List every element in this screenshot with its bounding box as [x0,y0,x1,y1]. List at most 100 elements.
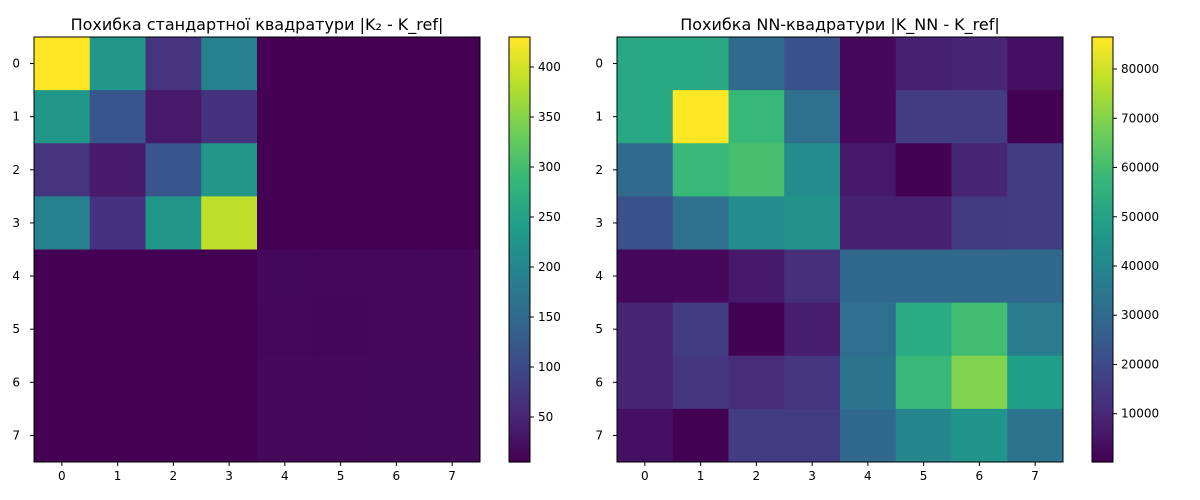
colorbar-segment [1092,256,1113,261]
colorbar-segment [509,426,530,431]
x-tick-label: 1 [114,469,122,483]
heatmap-cell [951,196,1008,251]
colorbar-segment [1092,341,1113,346]
colorbar-segment [509,160,530,166]
colorbar-segment [1092,249,1113,254]
heatmap-cell [312,143,369,197]
colorbar-segment [509,157,530,162]
heatmap-cell [895,355,952,410]
colorbar-segment [509,40,530,45]
heatmap-cell [951,355,1008,410]
colorbar-segment [1092,384,1113,389]
colorbar-segment [509,72,530,77]
heatmap-cell [728,143,785,197]
colorbar-segment [509,235,530,240]
heatmap-cell [728,249,785,304]
heatmap-cell [424,90,481,144]
colorbar-segment [1092,348,1113,353]
colorbar-segment [509,316,530,321]
colorbar-segment [509,203,530,208]
colorbar-segment [1092,51,1113,56]
plot-frame [616,36,1064,463]
y-tick-label: 3 [12,216,20,230]
heatmap-cell [201,37,258,91]
heatmap-cell [257,249,314,304]
heatmap-cell [617,143,674,197]
colorbar-segment [1092,175,1113,180]
heatmap-cell [1007,355,1064,410]
colorbar-segment [1092,327,1113,332]
colorbar-segment [1092,451,1113,456]
colorbar-segment [509,107,530,112]
colorbar-segment [1092,458,1113,463]
colorbar-segment [509,394,530,399]
y-tick-label: 4 [595,269,603,283]
heatmap-cell [617,249,674,304]
colorbar-segment [1092,387,1113,392]
heatmap-cell [424,196,481,251]
colorbar-segment [1092,104,1113,109]
heatmap-cell [368,90,425,144]
x-tick-label: 0 [641,469,649,483]
heatmap-cell [951,143,1008,197]
colorbar-tick-label: 10000 [1121,407,1159,421]
heatmap-cell [201,355,258,410]
colorbar-segment [509,313,530,318]
colorbar-segment [1092,369,1113,375]
colorbar-segment [509,182,530,187]
colorbar-segment [1092,189,1113,194]
colorbar-segment [1092,90,1113,95]
x-tick-label: 7 [448,469,456,483]
y-tick-label: 7 [12,428,20,442]
colorbar-segment [1092,72,1113,77]
colorbar-segment [1092,394,1113,399]
colorbar-segment [509,178,530,183]
heatmap-cell [895,143,952,197]
heatmap-cell [89,37,146,91]
colorbar-segment [509,90,530,95]
colorbar-segment [1092,44,1113,49]
colorbar-segment [1092,295,1113,300]
heatmap-cell [895,408,952,463]
colorbar-segment [1092,125,1113,130]
colorbar-segment [509,150,530,155]
heatmap-cell [840,302,897,357]
heatmap-panel-standard-quadrature: Похибка стандартної квадратури |K₂ - K_r… [12,15,561,483]
x-tick-label: 6 [393,469,401,483]
x-tick-label: 5 [920,469,928,483]
heatmap-cell [145,355,202,410]
heatmap-cell [840,143,897,197]
heatmap-cell [145,408,202,463]
heatmap-cell [89,196,146,251]
heatmap-cell [951,37,1008,91]
colorbar-segment [1092,430,1113,435]
colorbar-segment [1092,143,1113,148]
colorbar-segment [1092,221,1113,226]
colorbar-segment [509,104,530,109]
heatmap-cell [784,196,841,251]
colorbar-segment [509,345,530,350]
colorbar-segment [509,210,530,215]
colorbar-segment [1092,263,1113,268]
heatmap-cell [34,355,91,410]
heatmap-cell [951,408,1008,463]
colorbar-segment [1092,299,1113,304]
heatmap-cell [368,355,425,410]
colorbar-segment [1092,61,1113,66]
colorbar-segment [509,369,530,375]
colorbar-segment [509,270,530,275]
colorbar-segment [1092,178,1113,183]
colorbar-segment [1092,37,1113,42]
colorbar-segment [509,196,530,201]
heatmap-cell [1007,408,1064,463]
colorbar-segment [509,267,530,272]
colorbar-frame [1091,36,1114,463]
heatmap-cell [617,90,674,144]
colorbar-segment [509,146,530,151]
heatmap-cell [1007,302,1064,357]
colorbar-segment [1092,214,1113,219]
y-tick-label: 5 [12,322,20,336]
heatmap-cell [840,249,897,304]
heatmap-cell [784,37,841,91]
colorbar-segment [1092,114,1113,120]
